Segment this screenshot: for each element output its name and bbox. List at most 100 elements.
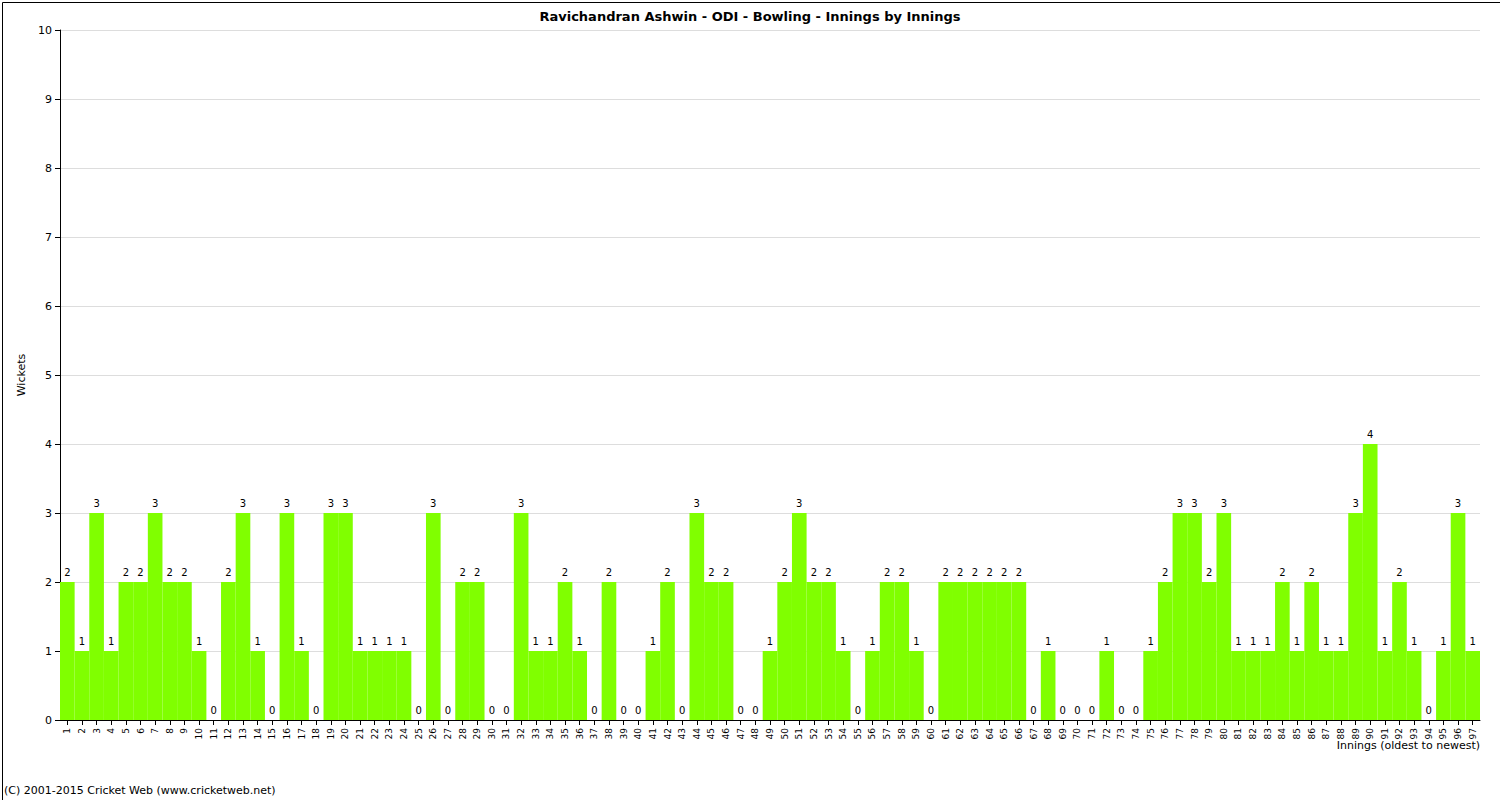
svg-text:1: 1 <box>1250 636 1256 647</box>
svg-text:2: 2 <box>1016 567 1022 578</box>
svg-text:2: 2 <box>77 728 87 734</box>
svg-text:4: 4 <box>106 728 116 734</box>
svg-text:18: 18 <box>311 728 321 740</box>
svg-text:56: 56 <box>867 728 877 740</box>
svg-text:2: 2 <box>167 567 173 578</box>
svg-text:25: 25 <box>414 728 424 739</box>
svg-text:0: 0 <box>415 705 421 716</box>
svg-text:61: 61 <box>941 728 951 739</box>
svg-text:3: 3 <box>1177 498 1183 509</box>
svg-text:0: 0 <box>313 705 319 716</box>
svg-text:2: 2 <box>972 567 978 578</box>
svg-text:3: 3 <box>518 498 524 509</box>
svg-text:1: 1 <box>1382 636 1388 647</box>
svg-text:66: 66 <box>1014 728 1024 740</box>
svg-text:1: 1 <box>869 636 875 647</box>
svg-text:1: 1 <box>913 636 919 647</box>
svg-text:65: 65 <box>999 728 1009 739</box>
svg-text:1: 1 <box>1338 636 1344 647</box>
svg-text:0: 0 <box>1030 705 1036 716</box>
svg-text:17: 17 <box>297 728 307 739</box>
svg-text:0: 0 <box>445 705 451 716</box>
svg-text:41: 41 <box>648 728 658 739</box>
svg-text:76: 76 <box>1160 728 1170 740</box>
svg-text:81: 81 <box>1233 728 1243 739</box>
svg-text:Wickets: Wickets <box>15 353 28 396</box>
svg-text:88: 88 <box>1336 728 1346 740</box>
svg-text:1: 1 <box>62 728 72 734</box>
svg-text:2: 2 <box>64 567 70 578</box>
svg-text:4: 4 <box>1367 429 1373 440</box>
svg-text:2: 2 <box>942 567 948 578</box>
svg-text:0: 0 <box>620 705 626 716</box>
svg-text:2: 2 <box>957 567 963 578</box>
svg-text:1: 1 <box>108 636 114 647</box>
svg-text:59: 59 <box>911 728 921 740</box>
svg-text:54: 54 <box>838 728 848 740</box>
svg-text:Ravichandran Ashwin - ODI - Bo: Ravichandran Ashwin - ODI - Bowling - In… <box>539 9 960 24</box>
svg-text:35: 35 <box>560 728 570 739</box>
svg-text:3: 3 <box>1221 498 1227 509</box>
svg-text:23: 23 <box>384 728 394 739</box>
svg-text:92: 92 <box>1394 728 1404 739</box>
svg-text:4: 4 <box>45 438 52 451</box>
svg-text:95: 95 <box>1438 728 1448 739</box>
svg-text:80: 80 <box>1219 728 1229 740</box>
svg-text:6: 6 <box>136 728 146 734</box>
svg-text:83: 83 <box>1263 728 1273 739</box>
svg-text:Innings (oldest to newest): Innings (oldest to newest) <box>1337 739 1480 752</box>
svg-text:2: 2 <box>123 567 129 578</box>
svg-text:3: 3 <box>342 498 348 509</box>
svg-text:0: 0 <box>855 705 861 716</box>
svg-text:55: 55 <box>853 728 863 739</box>
svg-text:31: 31 <box>501 728 511 739</box>
svg-text:2: 2 <box>1001 567 1007 578</box>
svg-text:39: 39 <box>619 728 629 740</box>
svg-text:1: 1 <box>196 636 202 647</box>
svg-text:0: 0 <box>1426 705 1432 716</box>
svg-text:38: 38 <box>604 728 614 740</box>
svg-text:57: 57 <box>882 728 892 739</box>
svg-text:1: 1 <box>1323 636 1329 647</box>
svg-text:0: 0 <box>591 705 597 716</box>
svg-text:0: 0 <box>269 705 275 716</box>
svg-text:0: 0 <box>503 705 509 716</box>
svg-text:2: 2 <box>1308 567 1314 578</box>
svg-text:0: 0 <box>1074 705 1080 716</box>
svg-text:(C) 2001-2015 Cricket Web (www: (C) 2001-2015 Cricket Web (www.cricketwe… <box>4 784 276 797</box>
svg-text:3: 3 <box>1455 498 1461 509</box>
svg-text:2: 2 <box>181 567 187 578</box>
svg-text:2: 2 <box>45 576 52 589</box>
svg-text:64: 64 <box>985 728 995 740</box>
svg-text:85: 85 <box>1292 728 1302 739</box>
svg-text:97: 97 <box>1468 728 1478 739</box>
svg-text:2: 2 <box>474 567 480 578</box>
svg-text:0: 0 <box>1133 705 1139 716</box>
svg-text:1: 1 <box>577 636 583 647</box>
svg-text:42: 42 <box>663 728 673 739</box>
svg-text:2: 2 <box>1396 567 1402 578</box>
svg-text:1: 1 <box>547 636 553 647</box>
svg-text:50: 50 <box>780 728 790 740</box>
svg-text:3: 3 <box>240 498 246 509</box>
svg-text:74: 74 <box>1131 728 1141 740</box>
svg-text:58: 58 <box>897 728 907 740</box>
svg-text:0: 0 <box>928 705 934 716</box>
svg-text:79: 79 <box>1204 728 1214 740</box>
svg-text:2: 2 <box>723 567 729 578</box>
svg-text:16: 16 <box>282 728 292 740</box>
svg-text:3: 3 <box>152 498 158 509</box>
svg-text:2: 2 <box>459 567 465 578</box>
svg-text:2: 2 <box>986 567 992 578</box>
svg-text:22: 22 <box>370 728 380 739</box>
svg-text:28: 28 <box>458 728 468 740</box>
svg-text:2: 2 <box>781 567 787 578</box>
svg-text:7: 7 <box>150 728 160 734</box>
svg-text:3: 3 <box>1352 498 1358 509</box>
svg-text:3: 3 <box>45 507 52 520</box>
svg-text:94: 94 <box>1424 728 1434 740</box>
svg-text:0: 0 <box>738 705 744 716</box>
svg-text:77: 77 <box>1175 728 1185 739</box>
svg-text:0: 0 <box>1089 705 1095 716</box>
svg-text:84: 84 <box>1277 728 1287 740</box>
